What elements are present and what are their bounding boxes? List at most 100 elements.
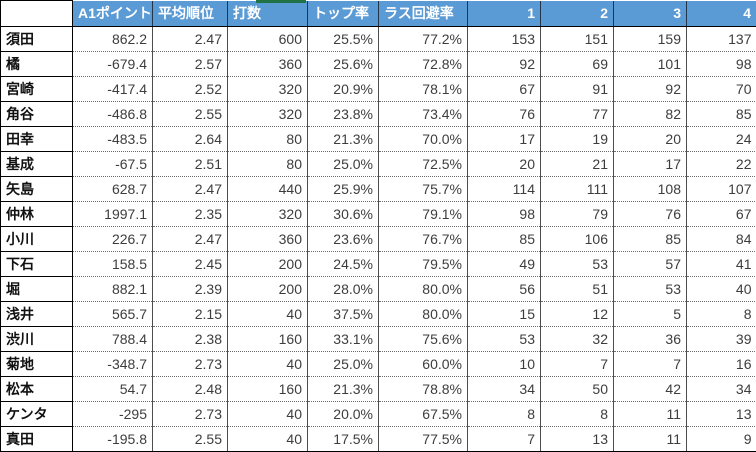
data-cell[interactable]: 2.51 xyxy=(152,151,228,177)
row-name-cell[interactable]: 宮崎 xyxy=(0,76,73,102)
column-header-2[interactable]: 平均順位 xyxy=(152,0,228,27)
data-cell[interactable]: 36 xyxy=(613,326,687,352)
data-cell[interactable]: 628.7 xyxy=(72,176,153,202)
data-cell[interactable]: 2.52 xyxy=(152,76,228,102)
data-cell[interactable]: 85 xyxy=(686,101,756,127)
data-cell[interactable]: 53 xyxy=(540,251,614,277)
row-name-cell[interactable]: 角谷 xyxy=(0,101,73,127)
data-cell[interactable]: 25.0% xyxy=(307,151,379,177)
data-cell[interactable]: 40 xyxy=(227,351,308,377)
data-cell[interactable]: 5 xyxy=(613,301,687,327)
data-cell[interactable]: 80 xyxy=(227,151,308,177)
data-cell[interactable]: 92 xyxy=(467,51,541,77)
data-cell[interactable]: 56 xyxy=(467,276,541,302)
data-cell[interactable]: 98 xyxy=(686,51,756,77)
data-cell[interactable]: 34 xyxy=(467,376,541,402)
data-cell[interactable]: 17.5% xyxy=(307,426,379,452)
data-cell[interactable]: 77.5% xyxy=(378,426,468,452)
row-name-cell[interactable]: 渋川 xyxy=(0,326,73,352)
data-cell[interactable]: 53 xyxy=(613,276,687,302)
row-name-cell[interactable]: 橘 xyxy=(0,51,73,77)
data-cell[interactable]: 2.73 xyxy=(152,401,228,427)
data-cell[interactable]: 2.57 xyxy=(152,51,228,77)
data-cell[interactable]: 76 xyxy=(467,101,541,127)
data-cell[interactable]: 40 xyxy=(686,276,756,302)
data-cell[interactable]: 101 xyxy=(613,51,687,77)
data-cell[interactable]: 23.8% xyxy=(307,101,379,127)
data-cell[interactable]: 72.8% xyxy=(378,51,468,77)
data-cell[interactable]: 8 xyxy=(540,401,614,427)
data-cell[interactable]: 2.55 xyxy=(152,426,228,452)
data-cell[interactable]: -195.8 xyxy=(72,426,153,452)
data-cell[interactable]: 98 xyxy=(467,201,541,227)
data-cell[interactable]: 20 xyxy=(613,126,687,152)
data-cell[interactable]: 67 xyxy=(467,76,541,102)
data-cell[interactable]: 8 xyxy=(467,401,541,427)
data-cell[interactable]: 7 xyxy=(540,351,614,377)
data-cell[interactable]: 17 xyxy=(613,151,687,177)
data-cell[interactable]: 25.5% xyxy=(307,26,379,52)
data-cell[interactable]: 226.7 xyxy=(72,226,153,252)
data-cell[interactable]: 15 xyxy=(467,301,541,327)
data-cell[interactable]: 13 xyxy=(540,426,614,452)
data-cell[interactable]: 9 xyxy=(686,426,756,452)
data-cell[interactable]: 20 xyxy=(467,151,541,177)
data-cell[interactable]: 28.0% xyxy=(307,276,379,302)
data-cell[interactable]: -679.4 xyxy=(72,51,153,77)
data-cell[interactable]: 12 xyxy=(540,301,614,327)
data-cell[interactable]: 114 xyxy=(467,176,541,202)
data-cell[interactable]: 137 xyxy=(686,26,756,52)
data-cell[interactable]: 53 xyxy=(467,326,541,352)
data-cell[interactable]: 30.6% xyxy=(307,201,379,227)
data-cell[interactable]: -67.5 xyxy=(72,151,153,177)
data-cell[interactable]: 2.47 xyxy=(152,176,228,202)
data-cell[interactable]: 2.73 xyxy=(152,351,228,377)
data-cell[interactable]: 2.39 xyxy=(152,276,228,302)
column-header-8[interactable]: 3 xyxy=(613,0,687,27)
data-cell[interactable]: 50 xyxy=(540,376,614,402)
data-cell[interactable]: 2.35 xyxy=(152,201,228,227)
data-cell[interactable]: 2.15 xyxy=(152,301,228,327)
data-cell[interactable]: 2.55 xyxy=(152,101,228,127)
data-cell[interactable]: 106 xyxy=(540,226,614,252)
row-name-cell[interactable]: 堀 xyxy=(0,276,73,302)
data-cell[interactable]: 79.1% xyxy=(378,201,468,227)
data-cell[interactable]: 17 xyxy=(467,126,541,152)
column-header-9[interactable]: 4 xyxy=(686,0,756,27)
data-cell[interactable]: 13 xyxy=(686,401,756,427)
data-cell[interactable]: 51 xyxy=(540,276,614,302)
data-cell[interactable]: 70 xyxy=(686,76,756,102)
data-cell[interactable]: -348.7 xyxy=(72,351,153,377)
data-cell[interactable]: 10 xyxy=(467,351,541,377)
column-header-1[interactable]: A1ポイント xyxy=(72,0,153,27)
data-cell[interactable]: 158.5 xyxy=(72,251,153,277)
row-name-cell[interactable]: 真田 xyxy=(0,426,73,452)
data-cell[interactable]: 882.1 xyxy=(72,276,153,302)
data-cell[interactable]: 1997.1 xyxy=(72,201,153,227)
data-cell[interactable]: 23.6% xyxy=(307,226,379,252)
data-cell[interactable]: 70.0% xyxy=(378,126,468,152)
data-cell[interactable]: 25.6% xyxy=(307,51,379,77)
data-cell[interactable]: 160 xyxy=(227,376,308,402)
data-cell[interactable]: 20.9% xyxy=(307,76,379,102)
data-cell[interactable]: -417.4 xyxy=(72,76,153,102)
data-cell[interactable]: 862.2 xyxy=(72,26,153,52)
corner-header-cell[interactable] xyxy=(0,0,73,27)
data-cell[interactable]: 57 xyxy=(613,251,687,277)
data-cell[interactable]: 788.4 xyxy=(72,326,153,352)
data-cell[interactable]: 440 xyxy=(227,176,308,202)
row-name-cell[interactable]: 小川 xyxy=(0,226,73,252)
data-cell[interactable]: 25.9% xyxy=(307,176,379,202)
data-cell[interactable]: 34 xyxy=(686,376,756,402)
data-cell[interactable]: 320 xyxy=(227,201,308,227)
data-cell[interactable]: 21.3% xyxy=(307,376,379,402)
data-cell[interactable]: -486.8 xyxy=(72,101,153,127)
data-cell[interactable]: 85 xyxy=(613,226,687,252)
data-cell[interactable]: 2.64 xyxy=(152,126,228,152)
data-cell[interactable]: 67 xyxy=(686,201,756,227)
data-cell[interactable]: 19 xyxy=(540,126,614,152)
data-cell[interactable]: -295 xyxy=(72,401,153,427)
row-name-cell[interactable]: 須田 xyxy=(0,26,73,52)
data-cell[interactable]: 7 xyxy=(613,351,687,377)
row-name-cell[interactable]: 下石 xyxy=(0,251,73,277)
